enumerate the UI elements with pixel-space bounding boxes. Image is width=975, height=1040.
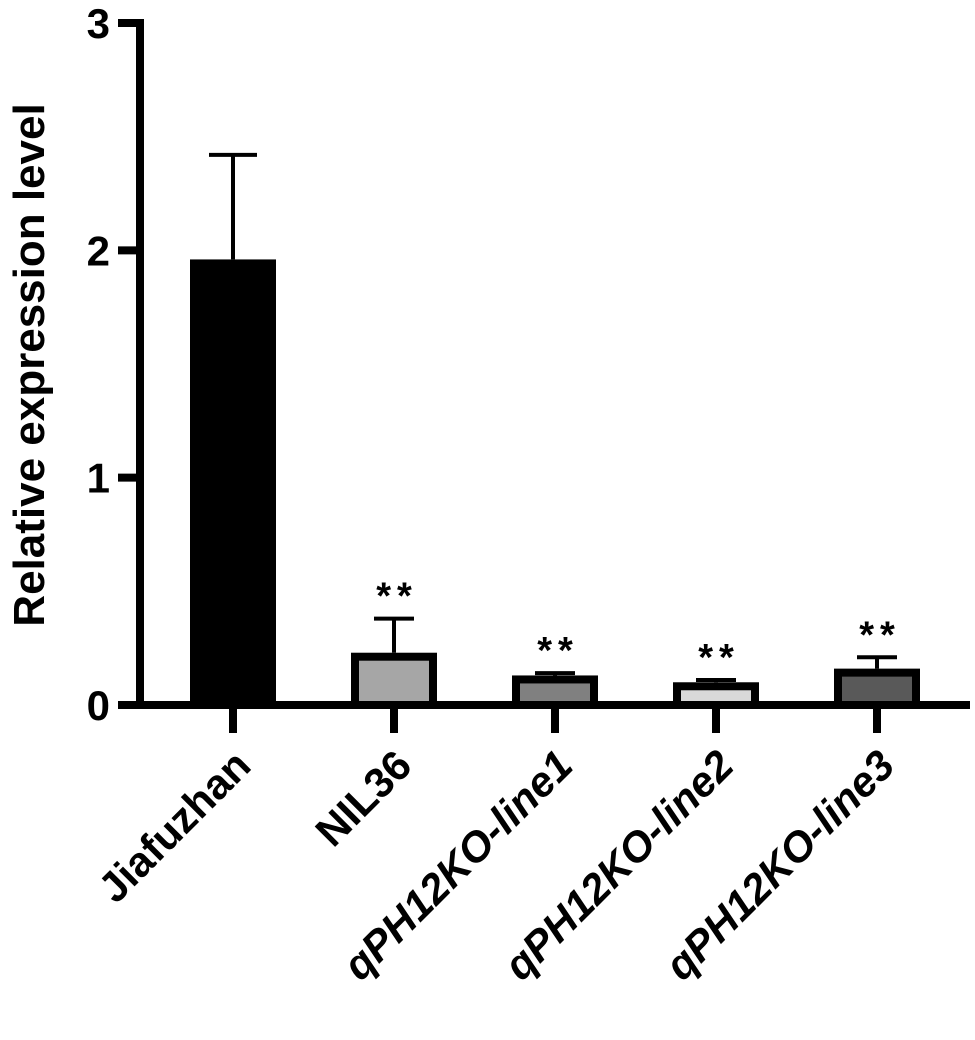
bar-qph12ko-line3 <box>834 668 920 709</box>
category-label: Jiafuzhan <box>89 741 259 911</box>
y-tick-label: 2 <box>87 227 110 274</box>
significance-marker: ** <box>537 630 579 672</box>
bar-jiafuzhan <box>190 259 276 709</box>
bars <box>190 259 920 709</box>
y-tick-label: 1 <box>87 455 110 502</box>
y-tick-label: 0 <box>87 682 110 729</box>
category-labels: Jiafuzhan NIL36qPH12KO-line1qPH12KO-line2… <box>89 741 903 989</box>
significance-markers: ** ** ** ** <box>376 576 901 679</box>
category-label: NIL36 <box>306 741 420 855</box>
y-axis-label: Relative expression level <box>5 103 54 626</box>
bar-nil36 <box>351 652 437 709</box>
significance-marker: ** <box>859 614 901 656</box>
bar-qph12ko-line2 <box>673 682 759 709</box>
y-axis: 0 1 2 3 <box>87 0 144 729</box>
bar-qph12ko-line1 <box>512 675 598 709</box>
significance-marker: ** <box>376 576 418 618</box>
y-tick-label: 3 <box>87 0 110 47</box>
error-bars <box>209 152 897 683</box>
significance-marker: ** <box>698 637 740 679</box>
x-axis <box>136 701 970 733</box>
